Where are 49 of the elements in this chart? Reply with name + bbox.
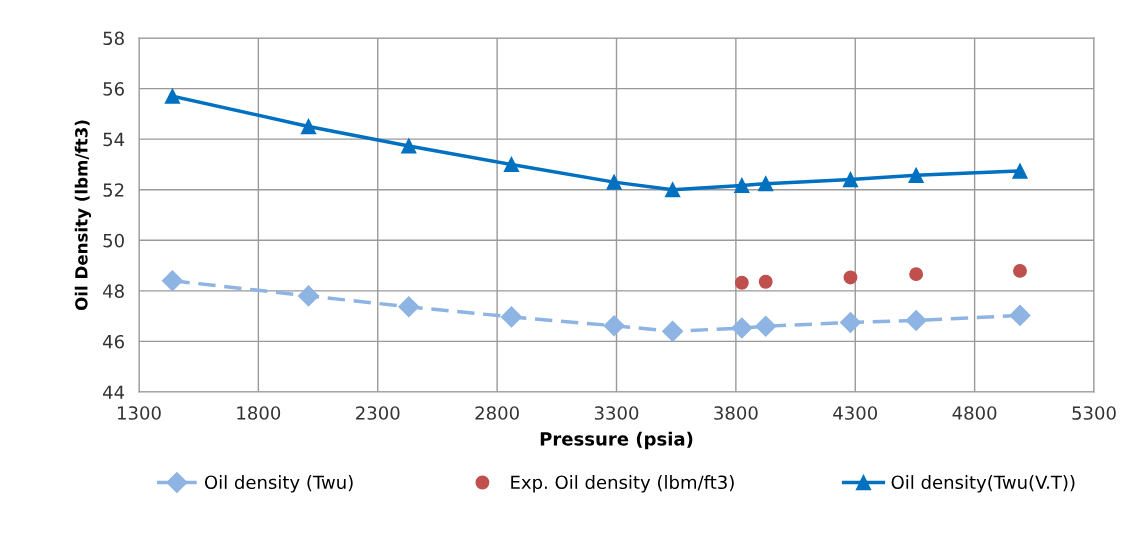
- point: [734, 275, 749, 290]
- x-tick-label: 1300: [118, 406, 161, 420]
- legend-label: Exp. Oil density (lbm/ft3): [511, 475, 734, 493]
- y-tick-label: 44: [103, 385, 125, 399]
- x-tick-label: 4800: [952, 406, 997, 420]
- x-axis-title: Pressure (psia): [540, 431, 693, 450]
- x-tick-label: 3800: [714, 406, 758, 420]
- point: [1013, 263, 1027, 278]
- point: [161, 270, 183, 292]
- y-tick-label: 54: [103, 132, 125, 147]
- point: [500, 306, 522, 328]
- x-tick-label: 1800: [237, 406, 281, 420]
- point: [164, 88, 181, 104]
- x-tick-label: 4300: [833, 406, 878, 420]
- point: [839, 311, 861, 333]
- point: [606, 174, 622, 190]
- x-tick-label: 2300: [356, 406, 400, 420]
- point: [401, 138, 417, 154]
- point: [908, 167, 924, 183]
- point: [758, 176, 774, 192]
- point: [664, 182, 681, 198]
- point: [843, 270, 858, 285]
- point: [758, 274, 773, 289]
- point: [1012, 163, 1028, 179]
- point: [909, 267, 924, 282]
- legend-label: Oil density (Twu): [204, 475, 353, 493]
- point: [297, 285, 320, 307]
- legend-label: Oil density(Twu(V.T)): [891, 475, 1075, 493]
- x-tick-label: 2800: [475, 406, 519, 420]
- point: [905, 309, 927, 331]
- y-tick-label: 56: [103, 82, 124, 96]
- y-tick-label: 52: [103, 183, 124, 197]
- y-tick-label: 58: [103, 31, 124, 46]
- x-tick-label: 5300: [1072, 406, 1116, 420]
- point: [662, 320, 684, 342]
- point: [1009, 304, 1031, 326]
- point: [603, 315, 625, 337]
- point: [842, 171, 859, 188]
- point: [398, 296, 420, 318]
- y-axis-title: Oil Density (lbm/ft3): [74, 120, 92, 311]
- point: [731, 317, 753, 339]
- point: [300, 118, 317, 135]
- point: [755, 315, 777, 337]
- x-tick-label: 3300: [594, 406, 639, 420]
- y-tick-label: 46: [103, 334, 124, 349]
- y-tick-label: 48: [103, 284, 124, 298]
- y-tick-label: 50: [103, 233, 124, 248]
- point: [503, 156, 520, 173]
- point: [734, 177, 750, 194]
